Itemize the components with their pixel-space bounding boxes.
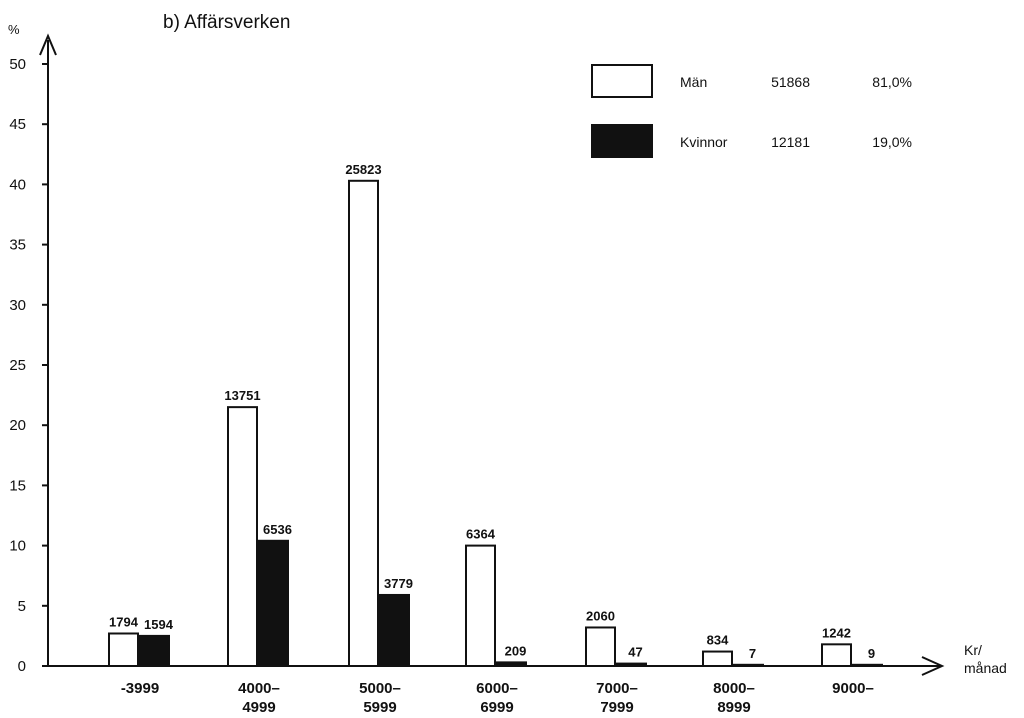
value-label-kvinnor: 6536 — [263, 522, 292, 537]
y-tick-label: 5 — [18, 598, 26, 615]
bar-kvinnor — [616, 662, 647, 667]
x-axis-label: Kr/månad — [964, 642, 1007, 676]
value-label-man: 1242 — [822, 625, 851, 640]
bar-kvinnor — [496, 661, 527, 668]
legend: Män 51868 81,0% Kvinnor 12181 19,0% — [591, 64, 912, 158]
legend-swatch-man — [591, 64, 653, 98]
x-axis-arrow — [921, 656, 945, 676]
category-label: 6999 — [480, 699, 513, 716]
category-label: 7999 — [600, 699, 633, 716]
y-axis-label: % — [8, 22, 20, 37]
value-label-man: 834 — [707, 633, 729, 648]
y-axis-ticks: 0 5 10 15 20 25 30 35 40 45 50 — [9, 56, 48, 675]
value-label-kvinnor: 7 — [749, 646, 756, 661]
bar-man — [702, 650, 733, 668]
chart-title: b) Affärsverken — [163, 12, 290, 33]
value-label-kvinnor: 1594 — [144, 617, 174, 632]
x-axis-label-line: månad — [964, 660, 1007, 676]
legend-percent: 19,0% — [872, 134, 912, 150]
bar-man — [348, 179, 379, 667]
category-label: 4000– — [238, 680, 280, 697]
y-tick-label: 30 — [9, 297, 26, 314]
category-label: 4999 — [242, 699, 275, 716]
bar-kvinnor — [852, 663, 883, 668]
y-tick-label: 20 — [9, 417, 26, 434]
x-axis-category-labels: -3999 4000– 4999 5000– 5999 6000– 6999 7000– 799… — [121, 680, 874, 716]
y-tick-label: 50 — [9, 56, 26, 73]
value-label-kvinnor: 3779 — [384, 576, 413, 591]
value-label-man: 25823 — [345, 162, 381, 177]
value-label-kvinnor: 209 — [505, 643, 527, 658]
bar-kvinnor — [379, 593, 410, 667]
bar-kvinnor — [139, 634, 170, 668]
legend-count: 51868 — [771, 74, 810, 90]
bar-man — [465, 544, 496, 667]
value-label-man: 13751 — [224, 388, 260, 403]
category-label: 5000– — [359, 680, 401, 697]
category-label: 8999 — [717, 699, 750, 716]
category-label: 6000– — [476, 680, 518, 697]
bar-man — [108, 632, 139, 668]
bar-man — [227, 406, 258, 667]
category-label: 8000– — [713, 680, 755, 697]
y-axis-arrow — [39, 33, 57, 56]
value-label-man: 6364 — [466, 527, 496, 542]
y-tick-label: 45 — [9, 116, 26, 133]
legend-swatch-kvinnor — [591, 124, 653, 158]
category-label: -3999 — [121, 680, 159, 697]
y-tick-label: 35 — [9, 237, 26, 254]
category-label: 9000– — [832, 680, 874, 697]
bar-man — [585, 626, 616, 667]
value-label-kvinnor: 47 — [628, 645, 642, 660]
value-label-man: 1794 — [109, 614, 139, 629]
y-tick-label: 10 — [9, 538, 26, 555]
y-tick-label: 15 — [9, 477, 26, 494]
value-label-kvinnor: 9 — [868, 646, 875, 661]
legend-count: 12181 — [771, 134, 810, 150]
x-axis-label-line: Kr/ — [964, 642, 982, 658]
legend-percent: 81,0% — [872, 74, 912, 90]
bar-man — [821, 643, 852, 668]
y-tick-label: 40 — [9, 176, 26, 193]
category-label: 7000– — [596, 680, 638, 697]
y-tick-label: 25 — [9, 357, 26, 374]
bars: 1794 13751 25823 6364 2060 834 1242 1594 6536 377… — [108, 162, 883, 668]
value-label-man: 2060 — [586, 608, 615, 623]
bar-kvinnor — [258, 539, 289, 667]
y-tick-label: 0 — [18, 658, 26, 675]
bar-kvinnor — [733, 663, 764, 668]
legend-series-name: Kvinnor — [680, 134, 728, 150]
category-label: 5999 — [363, 699, 396, 716]
legend-series-name: Män — [680, 74, 707, 90]
